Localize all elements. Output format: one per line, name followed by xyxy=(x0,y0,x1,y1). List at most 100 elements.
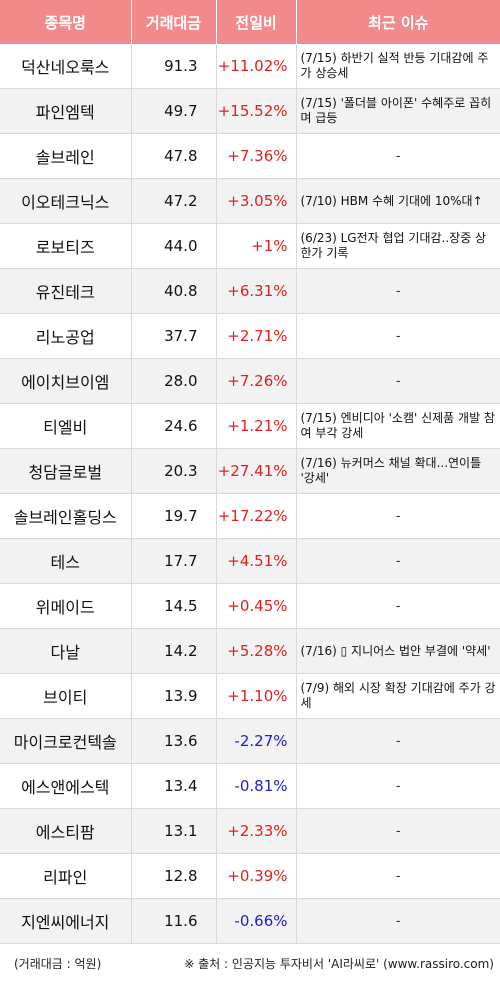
table-row: 브이티 13.9 +1.10% (7/9) 해외 시장 확장 기대감에 주가 강세 xyxy=(0,673,500,719)
trade-amount: 40.8 xyxy=(131,268,217,314)
stock-name: 솔브레인홀딩스 xyxy=(0,493,132,539)
stock-name: 유진테크 xyxy=(0,268,132,314)
trade-amount: 47.2 xyxy=(131,178,217,224)
trade-amount: 47.8 xyxy=(131,133,217,179)
recent-issue: (7/15) 엔비디아 '소캠' 신제품 개발 참여 부각 강세 xyxy=(296,403,500,449)
trade-amount: 91.3 xyxy=(131,44,217,89)
unit-note: (거래대금 : 억원) xyxy=(14,957,102,971)
table-row: 에이치브이엠 28.0 +7.26% - xyxy=(0,358,500,404)
price-change: +11.02% xyxy=(216,44,297,89)
trade-amount: 19.7 xyxy=(131,493,217,539)
stock-name: 에스티팜 xyxy=(0,808,132,854)
table-row: 테스 17.7 +4.51% - xyxy=(0,538,500,584)
trade-amount: 24.6 xyxy=(131,403,217,449)
trade-amount: 13.1 xyxy=(131,808,217,854)
table-row: 리파인 12.8 +0.39% - xyxy=(0,853,500,899)
recent-issue: - xyxy=(296,718,500,764)
table-row: 덕산네오룩스 91.3 +11.02% (7/15) 하반기 실적 반등 기대감에 주… xyxy=(0,44,500,89)
recent-issue: - xyxy=(296,313,500,359)
table-row: 로보티즈 44.0 +1% (6/23) LG전자 협업 기대감..장중 상한가 기록 xyxy=(0,223,500,269)
price-change: +2.33% xyxy=(216,808,297,854)
price-change: +1.21% xyxy=(216,403,297,449)
stock-name: 에이치브이엠 xyxy=(0,358,132,404)
recent-issue: (6/23) LG전자 협업 기대감..장중 상한가 기록 xyxy=(296,223,500,269)
table-row: 솔브레인홀딩스 19.7 +17.22% - xyxy=(0,493,500,539)
recent-issue: - xyxy=(296,808,500,854)
price-change: +7.36% xyxy=(216,133,297,179)
recent-issue: - xyxy=(296,898,500,944)
table-header-row: 종목명 거래대금 전일비 최근 이슈 xyxy=(0,0,500,44)
recent-issue: - xyxy=(296,853,500,899)
stock-table: 종목명 거래대금 전일비 최근 이슈 덕산네오룩스 91.3 +11.02% (7/1… xyxy=(0,0,500,944)
trade-amount: 11.6 xyxy=(131,898,217,944)
price-change: +7.26% xyxy=(216,358,297,404)
trade-amount: 14.2 xyxy=(131,628,217,674)
trade-amount: 17.7 xyxy=(131,538,217,584)
stock-name: 청담글로벌 xyxy=(0,448,132,494)
price-change: -2.27% xyxy=(216,718,297,764)
trade-amount: 13.6 xyxy=(131,718,217,764)
price-change: +5.28% xyxy=(216,628,297,674)
header-change: 전일비 xyxy=(216,0,297,44)
table-row: 리노공업 37.7 +2.71% - xyxy=(0,313,500,359)
recent-issue: (7/16) 뉴커머스 채널 확대...연이틀 '강세' xyxy=(296,448,500,494)
table-row: 티엘비 24.6 +1.21% (7/15) 엔비디아 '소캠' 신제품 개발 참여 … xyxy=(0,403,500,449)
stock-name: 다날 xyxy=(0,628,132,674)
table-row: 에스앤에스텍 13.4 -0.81% - xyxy=(0,763,500,809)
table-row: 에스티팜 13.1 +2.33% - xyxy=(0,808,500,854)
recent-issue: (7/15) '폴더블 아이폰' 수혜주로 꼽히며 급등 xyxy=(296,88,500,134)
stock-name: 파인엠텍 xyxy=(0,88,132,134)
recent-issue: (7/9) 해외 시장 확장 기대감에 주가 강세 xyxy=(296,673,500,719)
header-issue: 최근 이슈 xyxy=(296,0,500,44)
table-row: 파인엠텍 49.7 +15.52% (7/15) '폴더블 아이폰' 수혜주로 꼽히며… xyxy=(0,88,500,134)
stock-name: 테스 xyxy=(0,538,132,584)
trade-amount: 13.4 xyxy=(131,763,217,809)
trade-amount: 44.0 xyxy=(131,223,217,269)
price-change: +0.45% xyxy=(216,583,297,629)
table-row: 지엔씨에너지 11.6 -0.66% - xyxy=(0,898,500,944)
trade-amount: 12.8 xyxy=(131,853,217,899)
table-row: 청담글로벌 20.3 +27.41% (7/16) 뉴커머스 채널 확대...연이틀 … xyxy=(0,448,500,494)
price-change: -0.66% xyxy=(216,898,297,944)
table-row: 유진테크 40.8 +6.31% - xyxy=(0,268,500,314)
header-amount: 거래대금 xyxy=(131,0,217,44)
table-row: 이오테크닉스 47.2 +3.05% (7/10) HBM 수혜 기대에 10%대↑ xyxy=(0,178,500,224)
stock-name: 솔브레인 xyxy=(0,133,132,179)
table-row: 위메이드 14.5 +0.45% - xyxy=(0,583,500,629)
stock-name: 마이크로컨텍솔 xyxy=(0,718,132,764)
stock-name: 로보티즈 xyxy=(0,223,132,269)
recent-issue: - xyxy=(296,268,500,314)
price-change: +15.52% xyxy=(216,88,297,134)
stock-name: 티엘비 xyxy=(0,403,132,449)
trade-amount: 49.7 xyxy=(131,88,217,134)
recent-issue: - xyxy=(296,493,500,539)
recent-issue: - xyxy=(296,763,500,809)
recent-issue: (7/16) ▯ 지니어스 법안 부결에 '약세' xyxy=(296,628,500,674)
source-note: ※ 출처 : 인공지능 투자비서 'AI라씨로' (www.rassiro.co… xyxy=(184,957,494,971)
price-change: +27.41% xyxy=(216,448,297,494)
price-change: +2.71% xyxy=(216,313,297,359)
table-row: 마이크로컨텍솔 13.6 -2.27% - xyxy=(0,718,500,764)
price-change: +1% xyxy=(216,223,297,269)
price-change: +3.05% xyxy=(216,178,297,224)
recent-issue: - xyxy=(296,133,500,179)
trade-amount: 14.5 xyxy=(131,583,217,629)
trade-amount: 28.0 xyxy=(131,358,217,404)
table-row: 다날 14.2 +5.28% (7/16) ▯ 지니어스 법안 부결에 '약세' xyxy=(0,628,500,674)
price-change: +1.10% xyxy=(216,673,297,719)
stock-name: 위메이드 xyxy=(0,583,132,629)
recent-issue: - xyxy=(296,538,500,584)
recent-issue: (7/10) HBM 수혜 기대에 10%대↑ xyxy=(296,178,500,224)
price-change: -0.81% xyxy=(216,763,297,809)
stock-name: 이오테크닉스 xyxy=(0,178,132,224)
recent-issue: - xyxy=(296,583,500,629)
stock-name: 덕산네오룩스 xyxy=(0,44,132,89)
recent-issue: (7/15) 하반기 실적 반등 기대감에 주가 상승세 xyxy=(296,44,500,89)
stock-name: 리노공업 xyxy=(0,313,132,359)
trade-amount: 20.3 xyxy=(131,448,217,494)
stock-name: 에스앤에스텍 xyxy=(0,763,132,809)
price-change: +17.22% xyxy=(216,493,297,539)
price-change: +6.31% xyxy=(216,268,297,314)
recent-issue: - xyxy=(296,358,500,404)
price-change: +4.51% xyxy=(216,538,297,584)
